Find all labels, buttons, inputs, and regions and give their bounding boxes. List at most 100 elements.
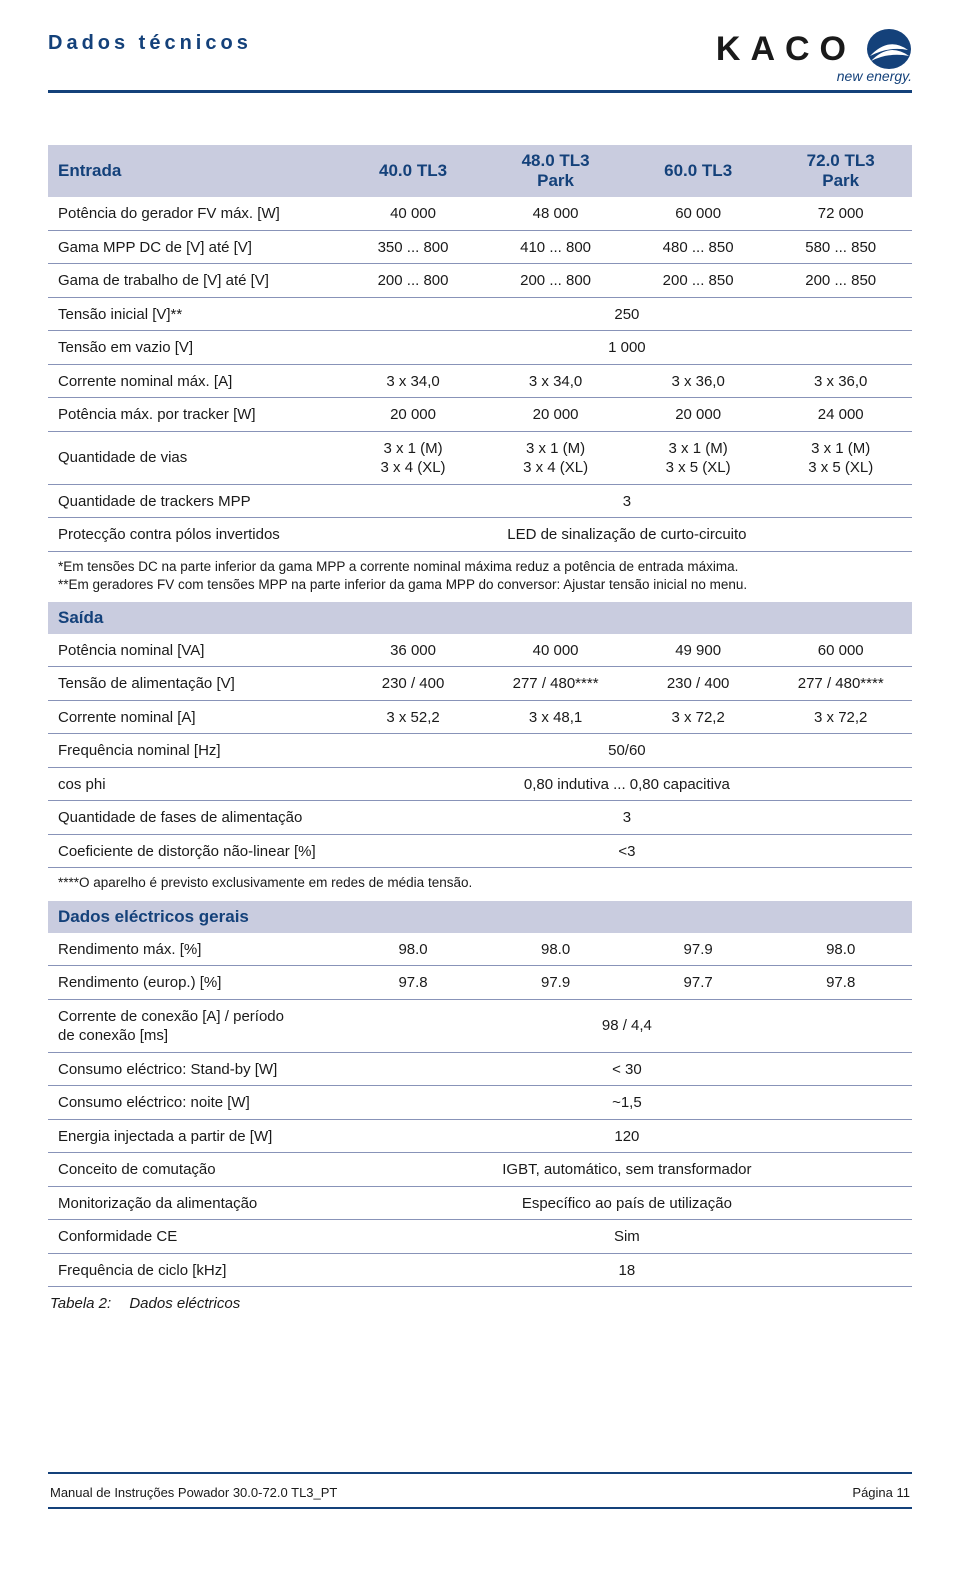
table-row: Quantidade de fases de alimentação3 [48, 801, 912, 835]
row-value: 98.0 [484, 933, 627, 966]
row-label: Tensão em vazio [V] [48, 331, 342, 365]
table-row: Tensão de alimentação [V]230 / 400277 / … [48, 667, 912, 701]
table-caption: Tabela 2: Dados eléctricos [48, 1287, 912, 1312]
row-value: 60 000 [627, 197, 770, 230]
row-value: 49 900 [627, 634, 770, 667]
table-row: Frequência nominal [Hz]50/60 [48, 734, 912, 768]
row-value: 50/60 [342, 734, 912, 768]
page-footer: Manual de Instruções Powador 30.0-72.0 T… [48, 1472, 912, 1509]
table-row: Energia injectada a partir de [W]120 [48, 1119, 912, 1153]
notes-text: ****O aparelho é previsto exclusivamente… [48, 868, 912, 901]
row-label: Corrente nominal máx. [A] [48, 364, 342, 398]
row-value: 98.0 [769, 933, 912, 966]
section-header-row: Entrada40.0 TL348.0 TL3Park60.0 TL372.0 … [48, 145, 912, 197]
row-value: 277 / 480**** [484, 667, 627, 701]
row-value: 250 [342, 297, 912, 331]
table-row: Consumo eléctrico: Stand-by [W]< 30 [48, 1052, 912, 1086]
row-value: 36 000 [342, 634, 485, 667]
table-row: Quantidade de trackers MPP3 [48, 484, 912, 518]
row-value: 60 000 [769, 634, 912, 667]
row-label: Corrente de conexão [A] / períodode cone… [48, 999, 342, 1052]
row-label: Quantidade de trackers MPP [48, 484, 342, 518]
row-value: 200 ... 800 [484, 264, 627, 298]
row-label: Conformidade CE [48, 1220, 342, 1254]
table-row: Gama MPP DC de [V] até [V]350 ... 800410… [48, 230, 912, 264]
row-value: 3 x 1 (M)3 x 5 (XL) [627, 431, 770, 484]
row-value: 230 / 400 [342, 667, 485, 701]
row-label: Monitorização da alimentação [48, 1186, 342, 1220]
row-label: Corrente nominal [A] [48, 700, 342, 734]
row-value: 98.0 [342, 933, 485, 966]
row-label: Tensão de alimentação [V] [48, 667, 342, 701]
table-row: Corrente de conexão [A] / períodode cone… [48, 999, 912, 1052]
column-header: 72.0 TL3Park [769, 145, 912, 197]
row-value: 97.8 [342, 966, 485, 1000]
table-row: Quantidade de vias3 x 1 (M)3 x 4 (XL)3 x… [48, 431, 912, 484]
row-value: 230 / 400 [627, 667, 770, 701]
row-value: Específico ao país de utilização [342, 1186, 912, 1220]
caption-text: Dados eléctricos [129, 1295, 240, 1312]
row-value: 40 000 [484, 634, 627, 667]
notes-row: ****O aparelho é previsto exclusivamente… [48, 868, 912, 901]
brand-block: KACO new energy. [716, 28, 912, 84]
section-title: Saída [48, 602, 342, 634]
row-value: 3 x 36,0 [627, 364, 770, 398]
footer-left: Manual de Instruções Powador 30.0-72.0 T… [50, 1485, 337, 1500]
row-value: 3 x 72,2 [627, 700, 770, 734]
row-value: 24 000 [769, 398, 912, 432]
notes-row: *Em tensões DC na parte inferior da gama… [48, 551, 912, 602]
column-header: 40.0 TL3 [342, 145, 485, 197]
table-row: cos phi0,80 indutiva ... 0,80 capacitiva [48, 767, 912, 801]
row-value: 0,80 indutiva ... 0,80 capacitiva [342, 767, 912, 801]
row-label: Conceito de comutação [48, 1153, 342, 1187]
column-header: 48.0 TL3Park [484, 145, 627, 197]
notes-text: *Em tensões DC na parte inferior da gama… [48, 551, 912, 602]
row-value: 3 x 34,0 [484, 364, 627, 398]
row-value: ~1,5 [342, 1086, 912, 1120]
row-value: 72 000 [769, 197, 912, 230]
row-value: 277 / 480**** [769, 667, 912, 701]
row-label: Consumo eléctrico: Stand-by [W] [48, 1052, 342, 1086]
row-value: 3 x 36,0 [769, 364, 912, 398]
row-label: Frequência de ciclo [kHz] [48, 1253, 342, 1287]
row-value: 3 x 34,0 [342, 364, 485, 398]
row-value: 350 ... 800 [342, 230, 485, 264]
row-label: Energia injectada a partir de [W] [48, 1119, 342, 1153]
table-row: Gama de trabalho de [V] até [V]200 ... 8… [48, 264, 912, 298]
row-label: cos phi [48, 767, 342, 801]
row-value: 40 000 [342, 197, 485, 230]
row-label: Gama de trabalho de [V] até [V] [48, 264, 342, 298]
row-value: 97.9 [627, 933, 770, 966]
row-value: 200 ... 850 [627, 264, 770, 298]
table-row: Conceito de comutaçãoIGBT, automático, s… [48, 1153, 912, 1187]
row-label: Protecção contra pólos invertidos [48, 518, 342, 552]
section-heading: Dados técnicos [48, 28, 252, 55]
row-value: < 30 [342, 1052, 912, 1086]
swoosh-icon [866, 28, 912, 70]
row-label: Potência nominal [VA] [48, 634, 342, 667]
row-label: Tensão inicial [V]** [48, 297, 342, 331]
table-row: Corrente nominal máx. [A]3 x 34,03 x 34,… [48, 364, 912, 398]
table-row: Monitorização da alimentaçãoEspecífico a… [48, 1186, 912, 1220]
row-label: Consumo eléctrico: noite [W] [48, 1086, 342, 1120]
spec-table: Entrada40.0 TL348.0 TL3Park60.0 TL372.0 … [48, 145, 912, 1287]
row-value: 97.8 [769, 966, 912, 1000]
row-value: 120 [342, 1119, 912, 1153]
row-value: 3 [342, 484, 912, 518]
row-value: 97.7 [627, 966, 770, 1000]
row-value: 20 000 [627, 398, 770, 432]
row-value: 3 x 1 (M)3 x 5 (XL) [769, 431, 912, 484]
row-label: Quantidade de vias [48, 431, 342, 484]
table-row: Conformidade CESim [48, 1220, 912, 1254]
row-value: IGBT, automático, sem transformador [342, 1153, 912, 1187]
row-value: 3 [342, 801, 912, 835]
caption-label: Tabela 2: [50, 1295, 111, 1312]
row-value: 48 000 [484, 197, 627, 230]
row-value: 200 ... 850 [769, 264, 912, 298]
row-label: Potência do gerador FV máx. [W] [48, 197, 342, 230]
page-header: Dados técnicos KACO new energy. [48, 28, 912, 93]
table-row: Rendimento (europ.) [%]97.897.997.797.8 [48, 966, 912, 1000]
table-row: Coeficiente de distorção não-linear [%]<… [48, 834, 912, 868]
row-value: 200 ... 800 [342, 264, 485, 298]
row-value: 20 000 [342, 398, 485, 432]
